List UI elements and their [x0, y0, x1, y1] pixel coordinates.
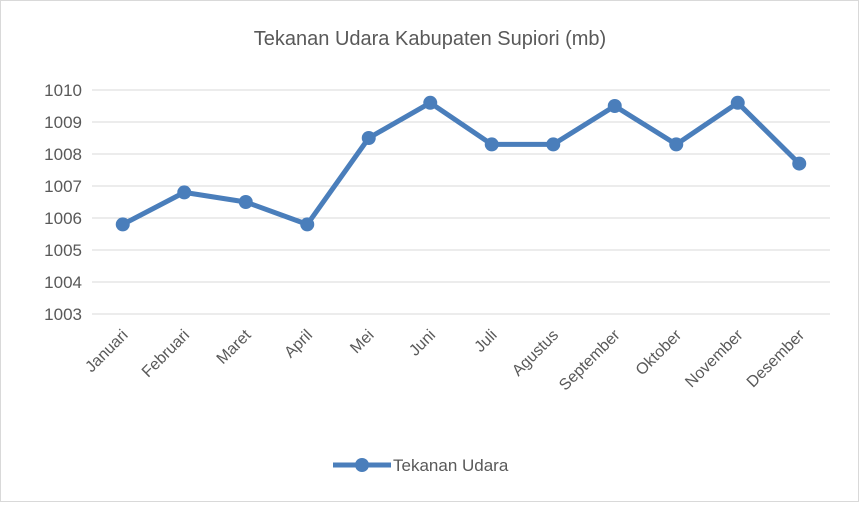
series-line	[121, 100, 802, 227]
chart-title: Tekanan Udara Kabupaten Supiori (mb)	[254, 28, 606, 50]
data-point	[238, 195, 253, 209]
y-tick-label: 1007	[44, 177, 82, 196]
data-point	[115, 217, 130, 232]
data-point	[423, 95, 438, 110]
y-tick-label: 1009	[44, 113, 82, 132]
data-point	[361, 131, 376, 145]
y-tick-label: 1005	[44, 241, 82, 260]
legend-marker	[355, 458, 369, 472]
data-point	[792, 156, 807, 171]
data-point	[669, 137, 684, 152]
data-point	[546, 137, 561, 152]
y-tick-label: 1004	[44, 273, 82, 292]
data-point	[484, 137, 499, 152]
y-tick-label: 1010	[44, 81, 82, 100]
y-tick-label: 1003	[44, 305, 82, 324]
y-tick-label: 1008	[44, 145, 82, 164]
legend-label: Tekanan Udara	[393, 456, 509, 475]
data-point	[730, 95, 745, 110]
data-point	[300, 217, 315, 232]
data-point	[607, 99, 622, 113]
y-tick-label: 1006	[44, 209, 82, 228]
data-point	[177, 185, 192, 200]
